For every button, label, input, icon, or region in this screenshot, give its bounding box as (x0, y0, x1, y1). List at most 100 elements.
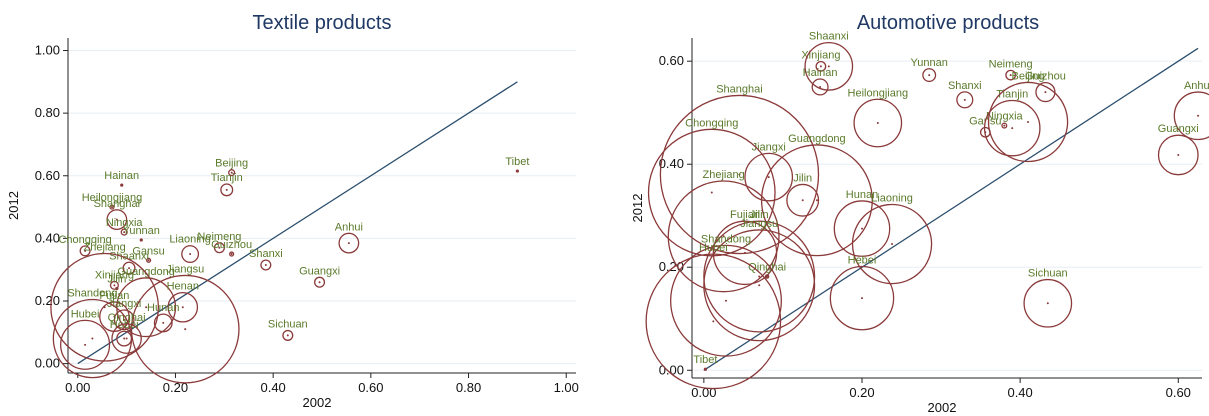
bubble (130, 274, 240, 384)
bubble (213, 242, 225, 254)
point-label: Tianjin (211, 172, 243, 184)
data-point (819, 85, 822, 88)
point-label: Jilin (750, 209, 769, 221)
point-label: Ningxia (986, 111, 1024, 123)
point-label: Heilongjiang (82, 192, 143, 204)
x-axis-label: 2002 (303, 395, 332, 410)
bubble (853, 98, 903, 148)
bubble (153, 313, 173, 333)
data-point (84, 343, 87, 346)
bubble (1023, 278, 1073, 328)
bubble (338, 232, 360, 254)
data-point (819, 65, 822, 68)
x-tick-label: 0.00 (65, 380, 90, 395)
point-label: Jilin (793, 172, 812, 184)
point-label: Shaanxi (809, 31, 849, 43)
bubble (113, 309, 135, 331)
data-point (162, 321, 165, 324)
bubble (111, 323, 142, 354)
bubble (79, 245, 91, 257)
bubble (811, 78, 829, 96)
data-point (815, 199, 818, 202)
point-label: Guangxi (1158, 123, 1199, 135)
data-point (123, 337, 126, 340)
data-point (123, 318, 126, 321)
point-label: Guangxi (299, 265, 340, 277)
bubble (786, 183, 820, 217)
data-point (738, 173, 741, 176)
data-point (767, 176, 770, 179)
point-label: Guangdong (117, 266, 175, 278)
bubble (1005, 69, 1017, 81)
point-label: Shandong (701, 233, 751, 245)
data-point (318, 281, 321, 284)
bubble (181, 245, 200, 263)
bubble (667, 180, 780, 293)
point-label: Liaoning (871, 193, 913, 205)
data-point (115, 286, 119, 291)
point-label: Guizhou (1025, 71, 1066, 83)
point-label: Fujian (730, 209, 760, 221)
point-label: Shaanxi (109, 250, 149, 262)
point-label: Guangdong (788, 133, 846, 145)
data-point (1027, 120, 1030, 123)
bubble (645, 253, 782, 390)
data-point (1003, 124, 1006, 127)
bubble (983, 99, 1041, 157)
y-axis-label: 2012 (6, 191, 21, 220)
y-tick-label: 0.00 (35, 356, 60, 371)
y-tick-label: 0.60 (659, 53, 684, 68)
bubble (764, 274, 770, 279)
data-point (230, 171, 233, 174)
point-label: Tianjin (996, 88, 1028, 100)
point-label: Anhui (1184, 80, 1209, 92)
x-axis-label: 2002 (928, 400, 957, 415)
point-label: Ningxia (106, 217, 144, 229)
data-point (928, 74, 931, 77)
point-label: Heilongjiang (848, 87, 909, 99)
data-point (827, 65, 830, 68)
data-point (347, 242, 350, 245)
data-point (515, 169, 519, 173)
bubble (167, 291, 199, 323)
bubble (52, 298, 133, 379)
data-point (876, 122, 879, 124)
data-point (189, 253, 192, 256)
textile-products-chart: Textile products 0.00 0.20 0.40 0.60 0.80 1.00… (6, 12, 579, 410)
point-label: Xinjiang (95, 269, 134, 281)
point-label: Shanxi (249, 248, 283, 260)
point-label: Hainan (803, 67, 838, 79)
point-label: Jiangsu (166, 263, 204, 275)
data-point (1046, 302, 1049, 305)
x-tick-label: 0.20 (849, 385, 874, 400)
bubble (50, 252, 160, 362)
bubble (815, 60, 827, 72)
y-tick-label: 0.20 (659, 259, 684, 274)
diagonal-line (703, 47, 1199, 371)
data-point (725, 299, 727, 302)
data-point (184, 328, 187, 331)
point-label: Shanxi (948, 80, 982, 92)
y-axis-label: 2012 (630, 194, 645, 223)
bubble (109, 204, 115, 210)
point-label: Hainan (104, 170, 139, 182)
bubble (145, 257, 152, 263)
point-label: Fujian (99, 290, 129, 302)
data-point (766, 275, 769, 278)
bubble (659, 94, 820, 255)
bubble (712, 220, 778, 286)
bubble (282, 329, 294, 341)
x-tick-label: 0.40 (260, 380, 285, 395)
data-point (286, 334, 289, 337)
point-label: Jilin (107, 273, 126, 285)
data-point (801, 199, 804, 202)
point-label: Shandong (67, 287, 117, 299)
y-tick-label: 0.60 (35, 168, 60, 183)
point-label: Jiangsu (740, 218, 778, 230)
point-label: Hunan (846, 189, 878, 201)
bubble (1157, 134, 1199, 176)
point-label: Hunan (147, 302, 179, 314)
point-label: Xinjiang (801, 50, 840, 62)
